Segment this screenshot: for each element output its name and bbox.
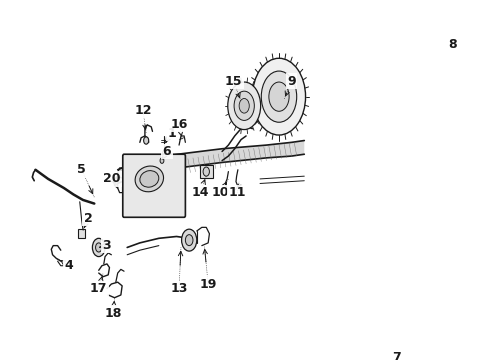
Circle shape	[114, 179, 118, 185]
Ellipse shape	[140, 171, 159, 187]
Text: 15: 15	[225, 75, 242, 87]
FancyBboxPatch shape	[123, 154, 185, 217]
Text: 14: 14	[191, 186, 209, 199]
Circle shape	[185, 235, 193, 246]
Circle shape	[252, 58, 306, 135]
Bar	[78, 229, 85, 238]
Text: 6: 6	[163, 145, 172, 158]
Polygon shape	[222, 145, 267, 162]
Polygon shape	[178, 149, 222, 168]
Text: 8: 8	[449, 38, 457, 51]
Text: 16: 16	[171, 118, 188, 131]
Text: 10: 10	[212, 186, 229, 199]
Text: 9: 9	[287, 75, 296, 87]
Ellipse shape	[135, 166, 164, 192]
Text: 19: 19	[199, 278, 217, 291]
Circle shape	[239, 99, 249, 113]
Circle shape	[269, 82, 289, 111]
Circle shape	[93, 238, 105, 257]
Text: 17: 17	[90, 282, 107, 295]
Text: 11: 11	[228, 186, 246, 199]
Text: 13: 13	[171, 282, 188, 295]
Circle shape	[160, 158, 164, 163]
Polygon shape	[292, 140, 304, 156]
Circle shape	[261, 71, 297, 122]
Text: 5: 5	[77, 163, 86, 176]
Text: 3: 3	[102, 239, 111, 252]
Polygon shape	[267, 142, 292, 158]
Text: 4: 4	[65, 259, 74, 272]
Text: 1: 1	[167, 127, 176, 140]
Polygon shape	[140, 154, 178, 174]
Bar	[200, 165, 213, 178]
Circle shape	[228, 82, 261, 130]
Circle shape	[144, 137, 148, 144]
Circle shape	[234, 91, 254, 120]
Text: 7: 7	[392, 351, 400, 360]
Circle shape	[203, 167, 209, 176]
Text: 2: 2	[84, 212, 92, 225]
Circle shape	[96, 243, 102, 252]
Polygon shape	[118, 161, 140, 184]
Text: 20: 20	[102, 172, 120, 185]
Text: 18: 18	[104, 307, 122, 320]
Text: 12: 12	[134, 104, 152, 117]
Circle shape	[182, 229, 197, 251]
